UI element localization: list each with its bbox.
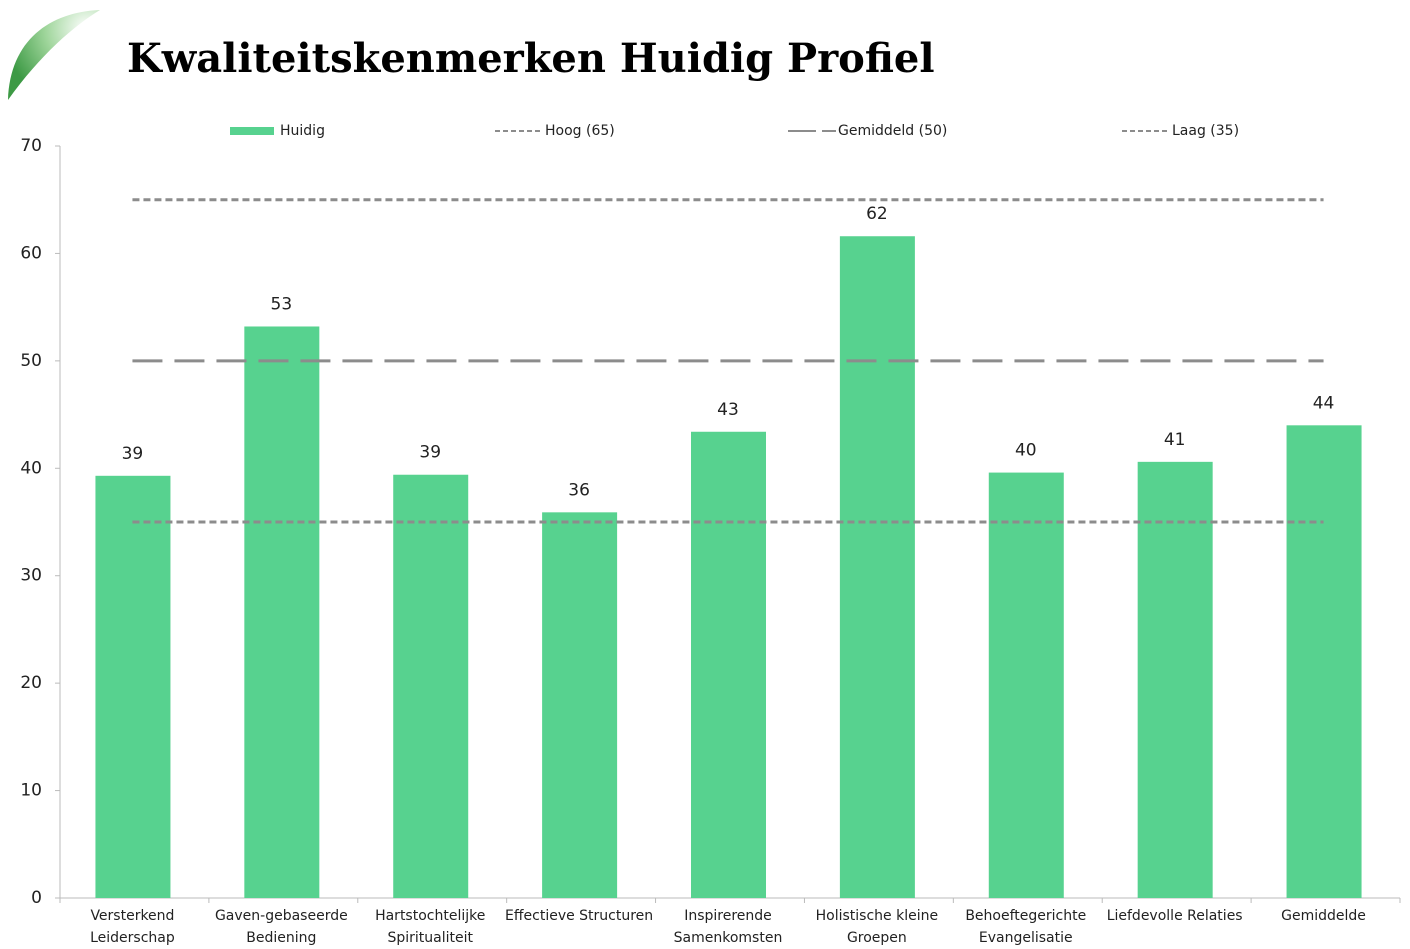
y-tick-label: 10 [20,781,42,801]
bar [244,326,319,898]
y-tick-label: 0 [31,888,42,908]
y-tick-label: 60 [20,243,42,263]
data-label: 44 [1313,393,1335,413]
x-tick-label: Behoeftegerichte Evangelisatie [951,905,1101,949]
bar [1287,425,1362,898]
x-tick-label: Gemiddelde [1249,905,1399,927]
bar [840,236,915,898]
x-tick-label: Gaven-gebaseerde Bediening [206,905,356,949]
x-tick-label: Holistische kleine Groepen [802,905,952,949]
chart: Kwaliteitskenmerken Huidig Profiel 0 10 20… [0,0,1410,949]
y-tick-label: 70 [20,136,42,156]
data-label: 62 [866,204,888,224]
data-label: 36 [568,480,590,500]
data-label: 40 [1015,441,1037,461]
x-tick-label: Hartstochtelijke Spiritualiteit [355,905,505,949]
legend-label: Hoog (65) [545,123,615,139]
logo [8,10,100,100]
x-tick-label: Effectieve Structuren [504,905,654,927]
legend-label: Laag (35) [1172,123,1239,139]
data-label: 39 [419,443,441,463]
data-label: 39 [122,444,144,464]
legend-label: Huidig [280,123,325,139]
data-label: 41 [1164,430,1186,450]
bar [393,475,468,898]
data-label: 53 [271,294,293,314]
bar [989,473,1064,898]
legend-swatch [230,127,274,135]
bar [542,512,617,898]
y-tick-label: 30 [20,566,42,586]
y-tick-label: 20 [20,673,42,693]
x-tick-label: Liefdevolle Relaties [1100,905,1250,927]
bar [691,432,766,898]
y-tick-label: 40 [20,458,42,478]
chart-title: Kwaliteitskenmerken Huidig Profiel [127,35,935,82]
x-tick-label: Versterkend Leiderschap [57,905,207,949]
legend-label: Gemiddeld (50) [838,123,947,139]
page: Kwaliteitskenmerken Huidig Profiel 0 10 20… [0,0,1410,949]
y-tick-label: 50 [20,351,42,371]
x-tick-label: Inspirerende Samenkomsten [653,905,803,949]
bar [95,476,170,898]
bar [1138,462,1213,898]
data-label: 43 [717,400,739,420]
